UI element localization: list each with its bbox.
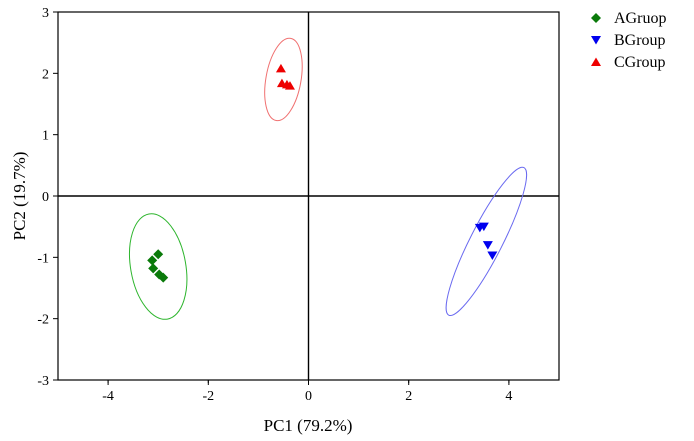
x-tick-label: 2 — [405, 389, 412, 404]
plot-layer — [57, 11, 560, 381]
cgroup-legend-marker — [591, 57, 601, 66]
agruop-point — [148, 263, 159, 274]
agruop-point — [153, 249, 164, 260]
y-tick-label: 3 — [42, 6, 49, 21]
cgroup-point — [275, 63, 286, 73]
y-tick-label: -2 — [37, 313, 49, 328]
agruop-legend-label: AGruop — [614, 10, 666, 27]
y-tick-label: 1 — [42, 129, 49, 144]
tick-layer: -4 -2 0 2 4 -3 -2 -1 0 1 2 3 — [37, 6, 512, 404]
cgroup-point — [284, 81, 295, 90]
y-axis-title: PC2 (19.7%) — [10, 152, 29, 241]
agruop-confidence-ellipse — [129, 213, 188, 320]
y-tick-label: 0 — [42, 190, 49, 205]
y-tick-label: 2 — [42, 67, 49, 82]
x-tick-label: -2 — [202, 389, 214, 404]
bgroup-legend-marker — [591, 36, 601, 45]
bgroup-point — [482, 241, 493, 250]
y-tick-label: -1 — [37, 251, 49, 266]
cgroup-confidence-ellipse — [264, 37, 303, 122]
x-tick-label: -4 — [102, 389, 114, 404]
bgroup-legend-label: BGroup — [614, 32, 666, 49]
legend: AGruop BGroup CGroup — [591, 10, 666, 71]
y-tick-label: -3 — [37, 374, 49, 389]
agruop-point — [158, 272, 169, 283]
bgroup-point — [478, 222, 489, 232]
cgroup-legend-label: CGroup — [614, 54, 666, 71]
bgroup-point — [487, 251, 498, 260]
agruop-legend-marker — [591, 13, 601, 23]
agruop-point — [147, 255, 158, 266]
x-tick-label: 4 — [505, 389, 512, 404]
bgroup-confidence-ellipse — [445, 166, 528, 317]
x-axis-title: PC1 (79.2%) — [264, 416, 353, 435]
x-tick-label: 0 — [305, 389, 312, 404]
